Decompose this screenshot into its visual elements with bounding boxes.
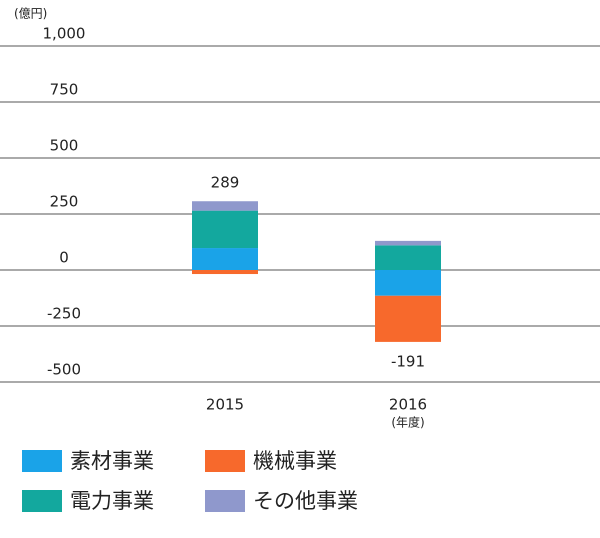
bar-segment bbox=[192, 248, 258, 270]
y-tick-label: 500 bbox=[50, 137, 79, 155]
x-tick-label: 2015 bbox=[206, 396, 244, 414]
y-tick-label: 750 bbox=[50, 81, 79, 99]
bar-segment bbox=[192, 201, 258, 211]
legend-swatch bbox=[205, 450, 245, 472]
bar-segment bbox=[375, 240, 441, 246]
bar-segment bbox=[375, 270, 441, 296]
legend-label: 機械事業 bbox=[253, 449, 337, 473]
y-tick-label: -250 bbox=[47, 305, 81, 323]
unit-label: (億円) bbox=[14, 7, 47, 21]
bar-segment bbox=[375, 245, 441, 270]
x-tick-label: 2016 bbox=[389, 396, 427, 414]
legend-label: その他事業 bbox=[253, 489, 358, 513]
legend-swatch bbox=[205, 490, 245, 512]
legend-label: 電力事業 bbox=[70, 489, 154, 513]
bar-segment bbox=[192, 270, 258, 275]
y-tick-label: 0 bbox=[59, 249, 69, 267]
x-note: (年度) bbox=[391, 415, 424, 430]
bar-segment bbox=[192, 210, 258, 249]
bar-segment bbox=[375, 295, 441, 342]
legend-swatch bbox=[22, 490, 62, 512]
y-tick-label: 250 bbox=[50, 193, 79, 211]
total-label: 289 bbox=[211, 174, 240, 192]
legend-swatch bbox=[22, 450, 62, 472]
y-tick-label: 1,000 bbox=[43, 25, 86, 43]
y-tick-label: -500 bbox=[47, 361, 81, 379]
legend-label: 素材事業 bbox=[70, 449, 154, 473]
total-label: -191 bbox=[391, 352, 425, 370]
